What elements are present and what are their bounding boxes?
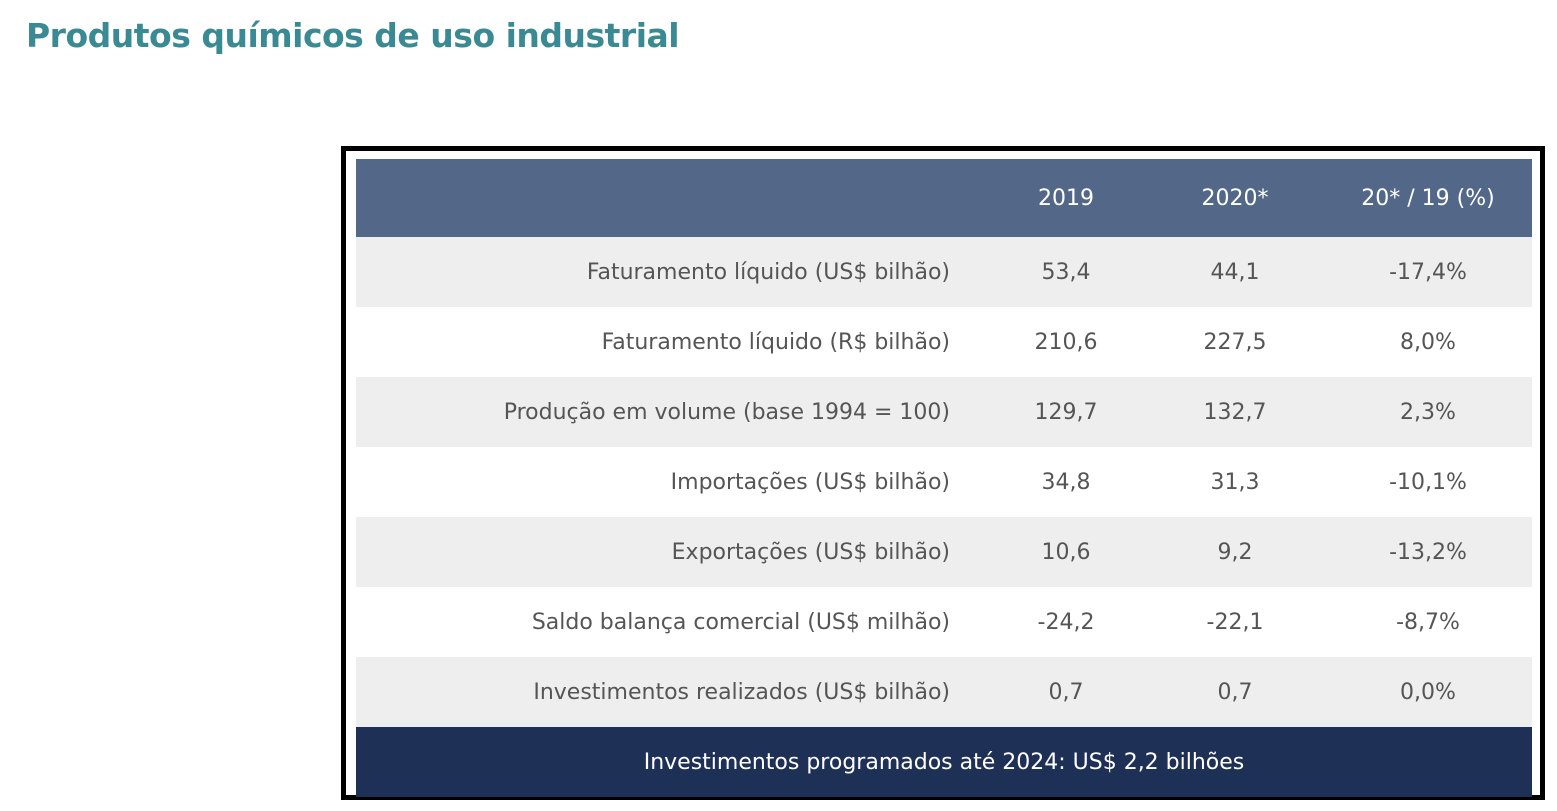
row-label: Produção em volume (base 1994 = 100) xyxy=(503,399,950,425)
row-label: Investimentos realizados (US$ bilhão) xyxy=(533,679,950,705)
header-2020: 2020* xyxy=(1201,185,1269,211)
value-2019: 210,6 xyxy=(1034,329,1098,355)
value-2020: 132,7 xyxy=(1203,399,1267,425)
investment-footnote: Investimentos programados até 2024: US$ … xyxy=(643,749,1245,775)
header-variation: 20* / 19 (%) xyxy=(1361,185,1495,211)
value-variation: -13,2% xyxy=(1389,539,1467,565)
data-table: 2019 2020* 20* / 19 (%) Faturamento líqu… xyxy=(356,159,1532,797)
value-2020: -22,1 xyxy=(1206,609,1264,635)
header-label-column xyxy=(356,159,986,237)
value-2019: 0,7 xyxy=(1048,679,1084,705)
table-row: Importações (US$ bilhão) 34,8 31,3 -10,1… xyxy=(356,447,1532,517)
row-label: Exportações (US$ bilhão) xyxy=(671,539,950,565)
table-header-row: 2019 2020* 20* / 19 (%) xyxy=(356,159,1532,237)
table-row: Saldo balança comercial (US$ milhão) -24… xyxy=(356,587,1532,657)
value-2020: 44,1 xyxy=(1210,259,1260,285)
row-label: Faturamento líquido (R$ bilhão) xyxy=(601,329,950,355)
row-label: Faturamento líquido (US$ bilhão) xyxy=(586,259,950,285)
table-row: Investimentos realizados (US$ bilhão) 0,… xyxy=(356,657,1532,727)
value-2020: 227,5 xyxy=(1203,329,1267,355)
value-variation: 2,3% xyxy=(1400,399,1456,425)
value-2019: -24,2 xyxy=(1037,609,1095,635)
value-2020: 9,2 xyxy=(1217,539,1253,565)
value-2019: 129,7 xyxy=(1034,399,1098,425)
value-2019: 10,6 xyxy=(1041,539,1091,565)
value-variation: 0,0% xyxy=(1400,679,1456,705)
value-2019: 53,4 xyxy=(1041,259,1091,285)
table-row: Exportações (US$ bilhão) 10,6 9,2 -13,2% xyxy=(356,517,1532,587)
table-footer-row: Investimentos programados até 2024: US$ … xyxy=(356,727,1532,797)
header-2019: 2019 xyxy=(1038,185,1094,211)
row-label: Importações (US$ bilhão) xyxy=(670,469,950,495)
page-title: Produtos químicos de uso industrial xyxy=(26,16,680,55)
value-2020: 0,7 xyxy=(1217,679,1253,705)
table-frame: 2019 2020* 20* / 19 (%) Faturamento líqu… xyxy=(341,146,1545,800)
value-2020: 31,3 xyxy=(1210,469,1260,495)
value-variation: 8,0% xyxy=(1400,329,1456,355)
value-2019: 34,8 xyxy=(1041,469,1091,495)
value-variation: -10,1% xyxy=(1389,469,1467,495)
table-row: Faturamento líquido (R$ bilhão) 210,6 22… xyxy=(356,307,1532,377)
value-variation: -8,7% xyxy=(1396,609,1460,635)
row-label: Saldo balança comercial (US$ milhão) xyxy=(531,609,950,635)
table-row: Faturamento líquido (US$ bilhão) 53,4 44… xyxy=(356,237,1532,307)
table-row: Produção em volume (base 1994 = 100) 129… xyxy=(356,377,1532,447)
value-variation: -17,4% xyxy=(1389,259,1467,285)
